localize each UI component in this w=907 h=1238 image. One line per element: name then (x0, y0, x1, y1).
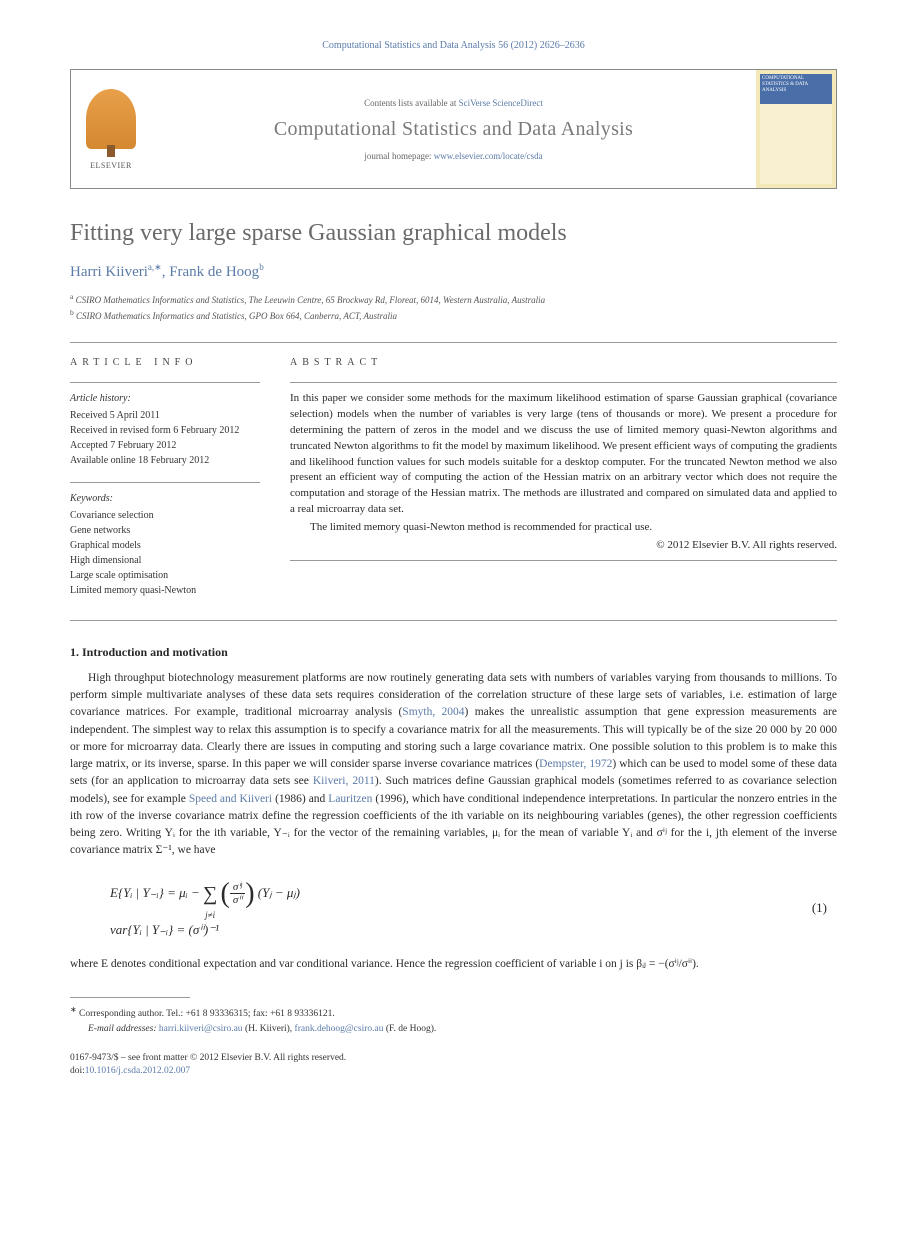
keywords-title: Keywords: (70, 491, 260, 506)
elsevier-logo[interactable]: ELSEVIER (71, 70, 151, 188)
elsevier-label: ELSEVIER (90, 161, 132, 170)
email2-who: (F. de Hoog). (384, 1024, 437, 1034)
keyword: High dimensional (70, 553, 260, 568)
email-dehoog[interactable]: frank.dehoog@csiro.au (295, 1024, 384, 1034)
lparen-icon: ( (221, 878, 230, 909)
doi-line: doi:10.1016/j.csda.2012.02.007 (70, 1065, 837, 1078)
article-info-label: ARTICLE INFO (70, 357, 260, 368)
homepage-line: journal homepage: www.elsevier.com/locat… (364, 151, 542, 161)
elsevier-tree-icon (86, 89, 136, 149)
history-line: Received 5 April 2011 (70, 408, 260, 423)
section-1: 1. Introduction and motivation High thro… (70, 645, 837, 974)
issn-line: 0167-9473/$ – see front matter © 2012 El… (70, 1052, 837, 1065)
abstract-label: ABSTRACT (290, 357, 837, 368)
affiliation-a: a CSIRO Mathematics Informatics and Stat… (70, 291, 837, 308)
info-divider-1 (70, 382, 260, 383)
aff-a-text: CSIRO Mathematics Informatics and Statis… (73, 295, 545, 305)
author-1[interactable]: Harri Kiiveri (70, 264, 148, 280)
article-info-column: ARTICLE INFO Article history: Received 5… (70, 343, 260, 612)
section-1-body: High throughput biotechnology measuremen… (70, 670, 837, 860)
ref-lauritzen-year: (1996) (372, 793, 406, 805)
ref-speed-year: (1986) (272, 793, 306, 805)
footnotes: ∗ Corresponding author. Tel.: +61 8 9333… (70, 1004, 837, 1036)
abstract-text: In this paper we consider some methods f… (290, 391, 837, 554)
section-1-heading: 1. Introduction and motivation (70, 645, 837, 660)
keyword: Limited memory quasi-Newton (70, 583, 260, 598)
equation-line-1: E{Yᵢ | Y₋ᵢ} = μᵢ − ∑j≠i (σⁱʲσⁱⁱ) (Yⱼ − μ… (110, 872, 812, 916)
article-page: Computational Statistics and Data Analys… (0, 0, 907, 1109)
eq-rhs: (Yⱼ − μⱼ) (255, 885, 300, 900)
keyword: Covariance selection (70, 508, 260, 523)
keyword: Graphical models (70, 538, 260, 553)
ref-speed-kiiveri[interactable]: Speed and Kiiveri (189, 793, 272, 805)
frac-denominator: σⁱⁱ (230, 894, 245, 906)
footnote-separator (70, 997, 190, 998)
cover-body (760, 104, 832, 184)
keywords-block: Keywords: Covariance selection Gene netw… (70, 491, 260, 598)
doi-link[interactable]: 10.1016/j.csda.2012.02.007 (85, 1066, 190, 1076)
authors-line: Harri Kiiveria,∗, Frank de Hoogb (70, 262, 837, 281)
fraction: σⁱʲσⁱⁱ (230, 881, 245, 906)
equation-number: (1) (812, 900, 827, 916)
abstract-p2: The limited memory quasi-Newton method i… (290, 520, 837, 536)
citation-link[interactable]: Computational Statistics and Data Analys… (322, 40, 584, 51)
contents-available: Contents lists available at SciVerse Sci… (364, 98, 543, 108)
header-center: Contents lists available at SciVerse Sci… (151, 70, 756, 188)
author-2[interactable]: , Frank de Hoog (162, 264, 260, 280)
ref-dempster-1972[interactable]: Dempster, 1972 (539, 758, 612, 770)
author-2-sup: b (259, 262, 264, 272)
history-title: Article history: (70, 391, 260, 406)
email1-who: (H. Kiiveri), (243, 1024, 295, 1034)
abstract-divider (290, 382, 837, 383)
history-line: Accepted 7 February 2012 (70, 438, 260, 453)
eq-lhs: E{Yᵢ | Y₋ᵢ} = μᵢ − (110, 885, 203, 900)
summation-icon: ∑j≠i (203, 872, 217, 916)
body-mid4: and (306, 793, 329, 805)
equation-1: E{Yᵢ | Y₋ᵢ} = μᵢ − ∑j≠i (σⁱʲσⁱⁱ) (Yⱼ − μ… (110, 872, 837, 945)
equation-content: E{Yᵢ | Y₋ᵢ} = μᵢ − ∑j≠i (σⁱʲσⁱⁱ) (Yⱼ − μ… (110, 872, 812, 945)
ref-smyth-2004[interactable]: Smyth, 2004 (402, 706, 464, 718)
divider-after-abstract (70, 620, 837, 621)
equation-line-2: var{Yᵢ | Y₋ᵢ} = (σⁱⁱ)⁻¹ (110, 916, 812, 945)
bottom-publication-info: 0167-9473/$ – see front matter © 2012 El… (70, 1052, 837, 1079)
email-line: E-mail addresses: harri.kiiveri@csiro.au… (70, 1022, 837, 1036)
contents-prefix: Contents lists available at (364, 98, 458, 108)
homepage-link[interactable]: www.elsevier.com/locate/csda (434, 151, 543, 161)
info-divider-2 (70, 482, 260, 483)
aff-b-text: CSIRO Mathematics Informatics and Statis… (74, 311, 397, 321)
abstract-copyright: © 2012 Elsevier B.V. All rights reserved… (290, 538, 837, 554)
abstract-divider-bottom (290, 560, 837, 561)
corr-text: Corresponding author. Tel.: +61 8 933363… (77, 1010, 335, 1020)
doi-label: doi: (70, 1066, 85, 1076)
history-line: Received in revised form 6 February 2012 (70, 423, 260, 438)
history-line: Available online 18 February 2012 (70, 453, 260, 468)
affiliation-b: b CSIRO Mathematics Informatics and Stat… (70, 307, 837, 324)
keyword: Large scale optimisation (70, 568, 260, 583)
journal-name: Computational Statistics and Data Analys… (274, 118, 633, 141)
keyword: Gene networks (70, 523, 260, 538)
frac-numerator: σⁱʲ (230, 881, 245, 894)
ref-kiiveri-2011[interactable]: Kiiveri, 2011 (313, 775, 375, 787)
article-history-block: Article history: Received 5 April 2011 R… (70, 391, 260, 468)
abstract-p1: In this paper we consider some methods f… (290, 391, 837, 519)
journal-header-box: ELSEVIER Contents lists available at Sci… (70, 69, 837, 189)
abstract-column: ABSTRACT In this paper we consider some … (290, 343, 837, 612)
email-label: E-mail addresses: (88, 1024, 159, 1034)
rparen-icon: ) (245, 878, 254, 909)
sum-subscript: j≠i (205, 906, 215, 926)
post-equation-text: where E denotes conditional expectation … (70, 956, 837, 973)
corresponding-author: ∗ Corresponding author. Tel.: +61 8 9333… (70, 1004, 837, 1021)
author-1-sup: a,∗ (148, 262, 162, 272)
ref-lauritzen[interactable]: Lauritzen (328, 793, 372, 805)
sciencedirect-link[interactable]: SciVerse ScienceDirect (459, 98, 543, 108)
top-citation: Computational Statistics and Data Analys… (70, 40, 837, 51)
article-title: Fitting very large sparse Gaussian graph… (70, 219, 837, 248)
corr-marker: ∗ (70, 1005, 77, 1014)
homepage-prefix: journal homepage: (364, 151, 433, 161)
journal-cover-thumbnail[interactable]: COMPUTATIONAL STATISTICS & DATA ANALYSIS (756, 70, 836, 188)
info-abstract-row: ARTICLE INFO Article history: Received 5… (70, 343, 837, 612)
affiliations: a CSIRO Mathematics Informatics and Stat… (70, 291, 837, 324)
email-kiiveri[interactable]: harri.kiiveri@csiro.au (159, 1024, 243, 1034)
cover-title: COMPUTATIONAL STATISTICS & DATA ANALYSIS (760, 74, 832, 104)
